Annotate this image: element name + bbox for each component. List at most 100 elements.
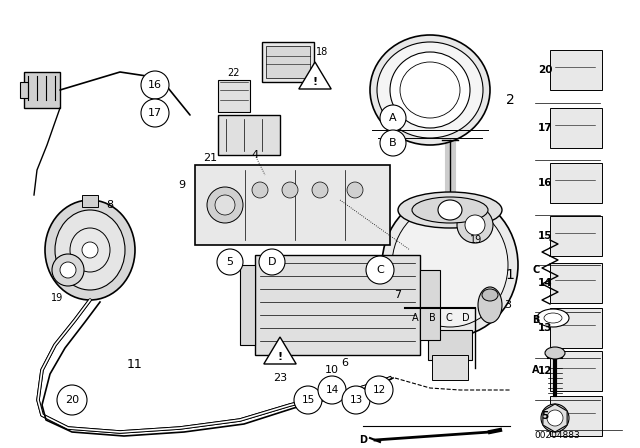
FancyBboxPatch shape [550, 351, 602, 391]
Text: 1: 1 [506, 268, 515, 282]
Text: 19: 19 [470, 235, 482, 245]
Circle shape [141, 71, 169, 99]
FancyBboxPatch shape [550, 396, 602, 436]
Text: C: C [376, 265, 384, 275]
FancyBboxPatch shape [550, 50, 602, 90]
Text: 16: 16 [538, 178, 552, 188]
Ellipse shape [541, 404, 569, 432]
Ellipse shape [382, 193, 518, 337]
Polygon shape [543, 404, 567, 432]
Text: 14: 14 [325, 385, 339, 395]
Text: 5: 5 [541, 411, 548, 421]
Circle shape [259, 249, 285, 275]
FancyBboxPatch shape [262, 42, 314, 82]
Text: 2: 2 [506, 93, 515, 107]
FancyBboxPatch shape [195, 165, 390, 245]
Ellipse shape [45, 200, 135, 300]
Ellipse shape [390, 52, 470, 128]
Text: 8: 8 [106, 200, 113, 210]
Text: 14: 14 [538, 278, 552, 288]
Ellipse shape [282, 182, 298, 198]
FancyBboxPatch shape [420, 270, 440, 340]
FancyBboxPatch shape [550, 308, 602, 348]
Ellipse shape [545, 347, 565, 359]
Text: 17: 17 [538, 123, 552, 133]
Text: 22: 22 [227, 68, 239, 78]
FancyBboxPatch shape [266, 46, 310, 78]
Ellipse shape [252, 182, 268, 198]
Text: A: A [532, 365, 540, 375]
Circle shape [457, 207, 493, 243]
Text: 19: 19 [51, 293, 63, 303]
FancyBboxPatch shape [550, 163, 602, 203]
Text: 23: 23 [273, 373, 287, 383]
Circle shape [318, 376, 346, 404]
Text: D: D [359, 435, 367, 445]
FancyBboxPatch shape [20, 82, 28, 98]
FancyBboxPatch shape [218, 115, 280, 155]
Text: 21: 21 [203, 153, 217, 163]
Text: !: ! [312, 77, 317, 87]
Text: 13: 13 [538, 323, 552, 333]
Text: 3: 3 [504, 300, 511, 310]
Text: D: D [462, 313, 470, 323]
Text: 5: 5 [227, 257, 234, 267]
Ellipse shape [412, 197, 488, 223]
Text: A: A [412, 313, 419, 323]
Bar [432, 355, 468, 380]
Ellipse shape [438, 200, 462, 220]
Text: 4: 4 [252, 150, 259, 160]
Ellipse shape [82, 242, 98, 258]
Ellipse shape [400, 62, 460, 118]
Circle shape [141, 99, 169, 127]
Ellipse shape [547, 410, 563, 426]
Ellipse shape [55, 210, 125, 290]
Text: 20: 20 [538, 65, 552, 75]
Text: 00204883: 00204883 [534, 431, 580, 440]
Circle shape [366, 256, 394, 284]
Bar [428, 330, 472, 360]
Text: B: B [429, 313, 435, 323]
Ellipse shape [347, 182, 363, 198]
Text: 9: 9 [179, 180, 186, 190]
Circle shape [52, 254, 84, 286]
Text: 16: 16 [148, 80, 162, 90]
Text: !: ! [277, 352, 283, 362]
FancyBboxPatch shape [240, 265, 255, 345]
Text: C: C [532, 265, 540, 275]
Text: 13: 13 [349, 395, 363, 405]
Ellipse shape [215, 195, 235, 215]
Ellipse shape [544, 313, 562, 323]
FancyBboxPatch shape [550, 216, 602, 256]
Ellipse shape [70, 228, 110, 272]
Text: 20: 20 [65, 395, 79, 405]
Circle shape [342, 386, 370, 414]
Text: 11: 11 [127, 358, 143, 371]
Text: 10: 10 [325, 365, 339, 375]
Circle shape [380, 105, 406, 131]
Ellipse shape [537, 309, 569, 327]
FancyBboxPatch shape [255, 255, 420, 355]
Text: C: C [445, 313, 452, 323]
Text: 6: 6 [342, 358, 349, 368]
Circle shape [365, 376, 393, 404]
Circle shape [465, 215, 485, 235]
Polygon shape [299, 62, 332, 89]
Circle shape [380, 130, 406, 156]
Text: D: D [268, 257, 276, 267]
Text: 7: 7 [394, 290, 401, 300]
Text: A: A [389, 113, 397, 123]
FancyBboxPatch shape [550, 108, 602, 148]
Ellipse shape [207, 187, 243, 223]
Ellipse shape [478, 287, 502, 323]
Ellipse shape [482, 289, 498, 301]
Text: 15: 15 [301, 395, 315, 405]
Text: 12: 12 [538, 366, 552, 376]
FancyBboxPatch shape [550, 263, 602, 303]
Text: B: B [389, 138, 397, 148]
Text: 17: 17 [148, 108, 162, 118]
Ellipse shape [398, 192, 502, 228]
Ellipse shape [370, 35, 490, 145]
Circle shape [57, 385, 87, 415]
FancyBboxPatch shape [24, 72, 60, 108]
